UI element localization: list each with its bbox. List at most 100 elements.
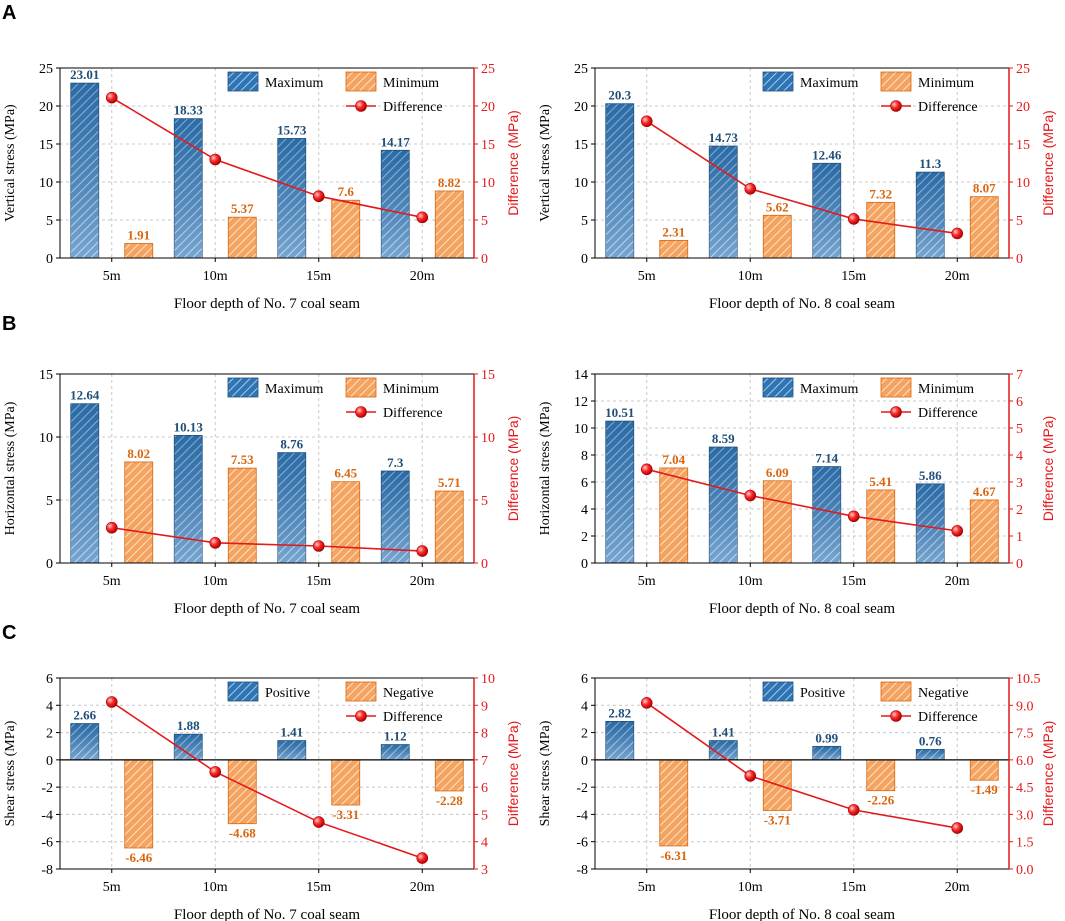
data-label-positive: 1.41: [280, 725, 303, 740]
difference-point: [209, 537, 222, 549]
y-tick-label: 15: [39, 368, 53, 383]
data-label-minimum: 5.37: [231, 201, 254, 216]
legend-label-minimum: Minimum: [383, 382, 439, 397]
y2-tick-label: 7: [1016, 368, 1023, 383]
legend-label-difference: Difference: [918, 710, 978, 725]
y2-tick-label: 7: [481, 754, 488, 769]
y-tick-label: -4: [576, 808, 588, 823]
y-axis-title: Vertical stress (MPa): [538, 104, 553, 222]
data-label-positive: 0.99: [815, 730, 838, 745]
difference-point: [416, 545, 429, 557]
y2-tick-label: 0: [1016, 557, 1023, 572]
data-label-maximum: 10.51: [605, 405, 634, 420]
y-tick-label: 2: [581, 530, 588, 545]
difference-line: [646, 468, 958, 532]
legend-label-maximum: Maximum: [800, 382, 858, 397]
y-tick-label: 5: [46, 494, 53, 509]
bar-shade: [812, 746, 841, 760]
legend-label-maximum: Maximum: [265, 76, 323, 91]
bar-negative: [227, 759, 257, 825]
data-label-positive: 1.88: [177, 718, 200, 733]
difference-point: [640, 697, 653, 709]
y-tick-label: 10: [39, 176, 53, 191]
data-label-minimum: 4.67: [973, 484, 996, 499]
section-label-a: A: [2, 2, 16, 24]
x-tick-label: 20m: [410, 269, 435, 284]
data-label-minimum: 1.91: [127, 227, 150, 242]
y2-tick-label: 25: [1016, 62, 1030, 77]
legend-label-minimum: Minimum: [918, 382, 974, 397]
legend-swatch-minimum: [345, 71, 377, 92]
y2-tick-label: 10.5: [1016, 672, 1041, 687]
x-tick-label: 5m: [638, 574, 656, 589]
y-tick-label: 6: [581, 672, 588, 687]
y-tick-label: 10: [574, 176, 588, 191]
y2-tick-label: 8: [481, 727, 488, 742]
data-label-minimum: 5.62: [766, 199, 789, 214]
y2-axis-title: Difference (MPa): [505, 416, 521, 522]
legend-marker-difference: [355, 710, 367, 722]
bar-shade: [174, 118, 203, 258]
legend-marker-difference: [890, 100, 902, 112]
y2-tick-label: 10: [1016, 176, 1030, 191]
x-tick-label: 10m: [203, 269, 228, 284]
y2-tick-label: 5: [481, 214, 488, 229]
y2-tick-label: 4: [481, 836, 488, 851]
bar-shade: [277, 740, 306, 760]
y2-tick-label: 6: [1016, 395, 1023, 410]
legend-swatch-maximum: [227, 71, 259, 92]
bar-shade: [916, 172, 945, 258]
y2-tick-label: 6: [481, 781, 488, 796]
legend-swatch-maximum: [762, 377, 794, 398]
y2-tick-label: 1.5: [1016, 836, 1034, 851]
x-tick-label: 20m: [945, 880, 970, 895]
legend-marker-difference: [890, 710, 902, 722]
difference-point: [744, 182, 757, 195]
difference-point: [105, 696, 118, 708]
bar-shade: [381, 150, 410, 258]
legend-label-negative: Negative: [918, 686, 969, 701]
y2-tick-label: 25: [481, 62, 495, 77]
bar-minimum: [969, 196, 999, 259]
data-label-positive: 1.12: [384, 729, 407, 744]
x-tick-label: 15m: [841, 269, 866, 284]
difference-point: [209, 766, 222, 778]
difference-line: [646, 120, 958, 235]
x-tick-label: 5m: [638, 269, 656, 284]
data-label-minimum: 7.6: [338, 184, 355, 199]
difference-point: [105, 521, 118, 534]
y-tick-label: 0: [581, 252, 588, 267]
data-label-minimum: 6.09: [766, 465, 789, 480]
data-label-negative: -6.31: [660, 848, 687, 863]
x-tick-label: 10m: [203, 880, 228, 895]
chart-panel-1: 23.01 1.91 18.33 5.37 15.73 7.6 14.17 8.82 0 5 10 1…: [3, 62, 521, 312]
difference-point: [312, 190, 325, 203]
x-tick-label: 20m: [945, 269, 970, 284]
x-tick-label: 20m: [410, 880, 435, 895]
legend-swatch-minimum: [345, 377, 377, 398]
bar-shade: [605, 721, 634, 760]
legend-swatch-maximum: [762, 71, 794, 92]
y2-tick-label: 2: [1016, 503, 1023, 518]
chart-panel-3: 12.64 8.02 10.13 7.53 8.76 6.45 7.3 5.71 0 5 10 15 0…: [3, 368, 521, 617]
x-axis-title: Floor depth of No. 7 coal seam: [174, 907, 361, 921]
bar-shade: [916, 749, 945, 760]
y-tick-label: 0: [46, 754, 53, 769]
data-label-maximum: 7.14: [815, 451, 838, 466]
y-tick-label: -2: [576, 781, 588, 796]
difference-point: [951, 822, 964, 834]
data-label-minimum: 8.82: [438, 175, 461, 190]
bar-shade: [277, 452, 306, 563]
legend-label-difference: Difference: [918, 406, 978, 421]
bar-minimum: [331, 481, 361, 564]
bar-shade: [70, 723, 99, 760]
legend-label-difference: Difference: [383, 710, 443, 725]
data-label-maximum: 18.33: [174, 103, 204, 118]
chart-panel-5: 2.66 -6.46 1.88 -4.68 1.41 -3.31 1.12 -2.28 -8 -6…: [3, 672, 521, 921]
y2-tick-label: 10: [481, 672, 495, 687]
y-tick-label: 0: [581, 557, 588, 572]
legend-marker-difference: [890, 406, 902, 418]
y2-tick-label: 7.5: [1016, 727, 1034, 742]
data-label-minimum: 5.71: [438, 475, 461, 490]
difference-point: [416, 211, 429, 224]
